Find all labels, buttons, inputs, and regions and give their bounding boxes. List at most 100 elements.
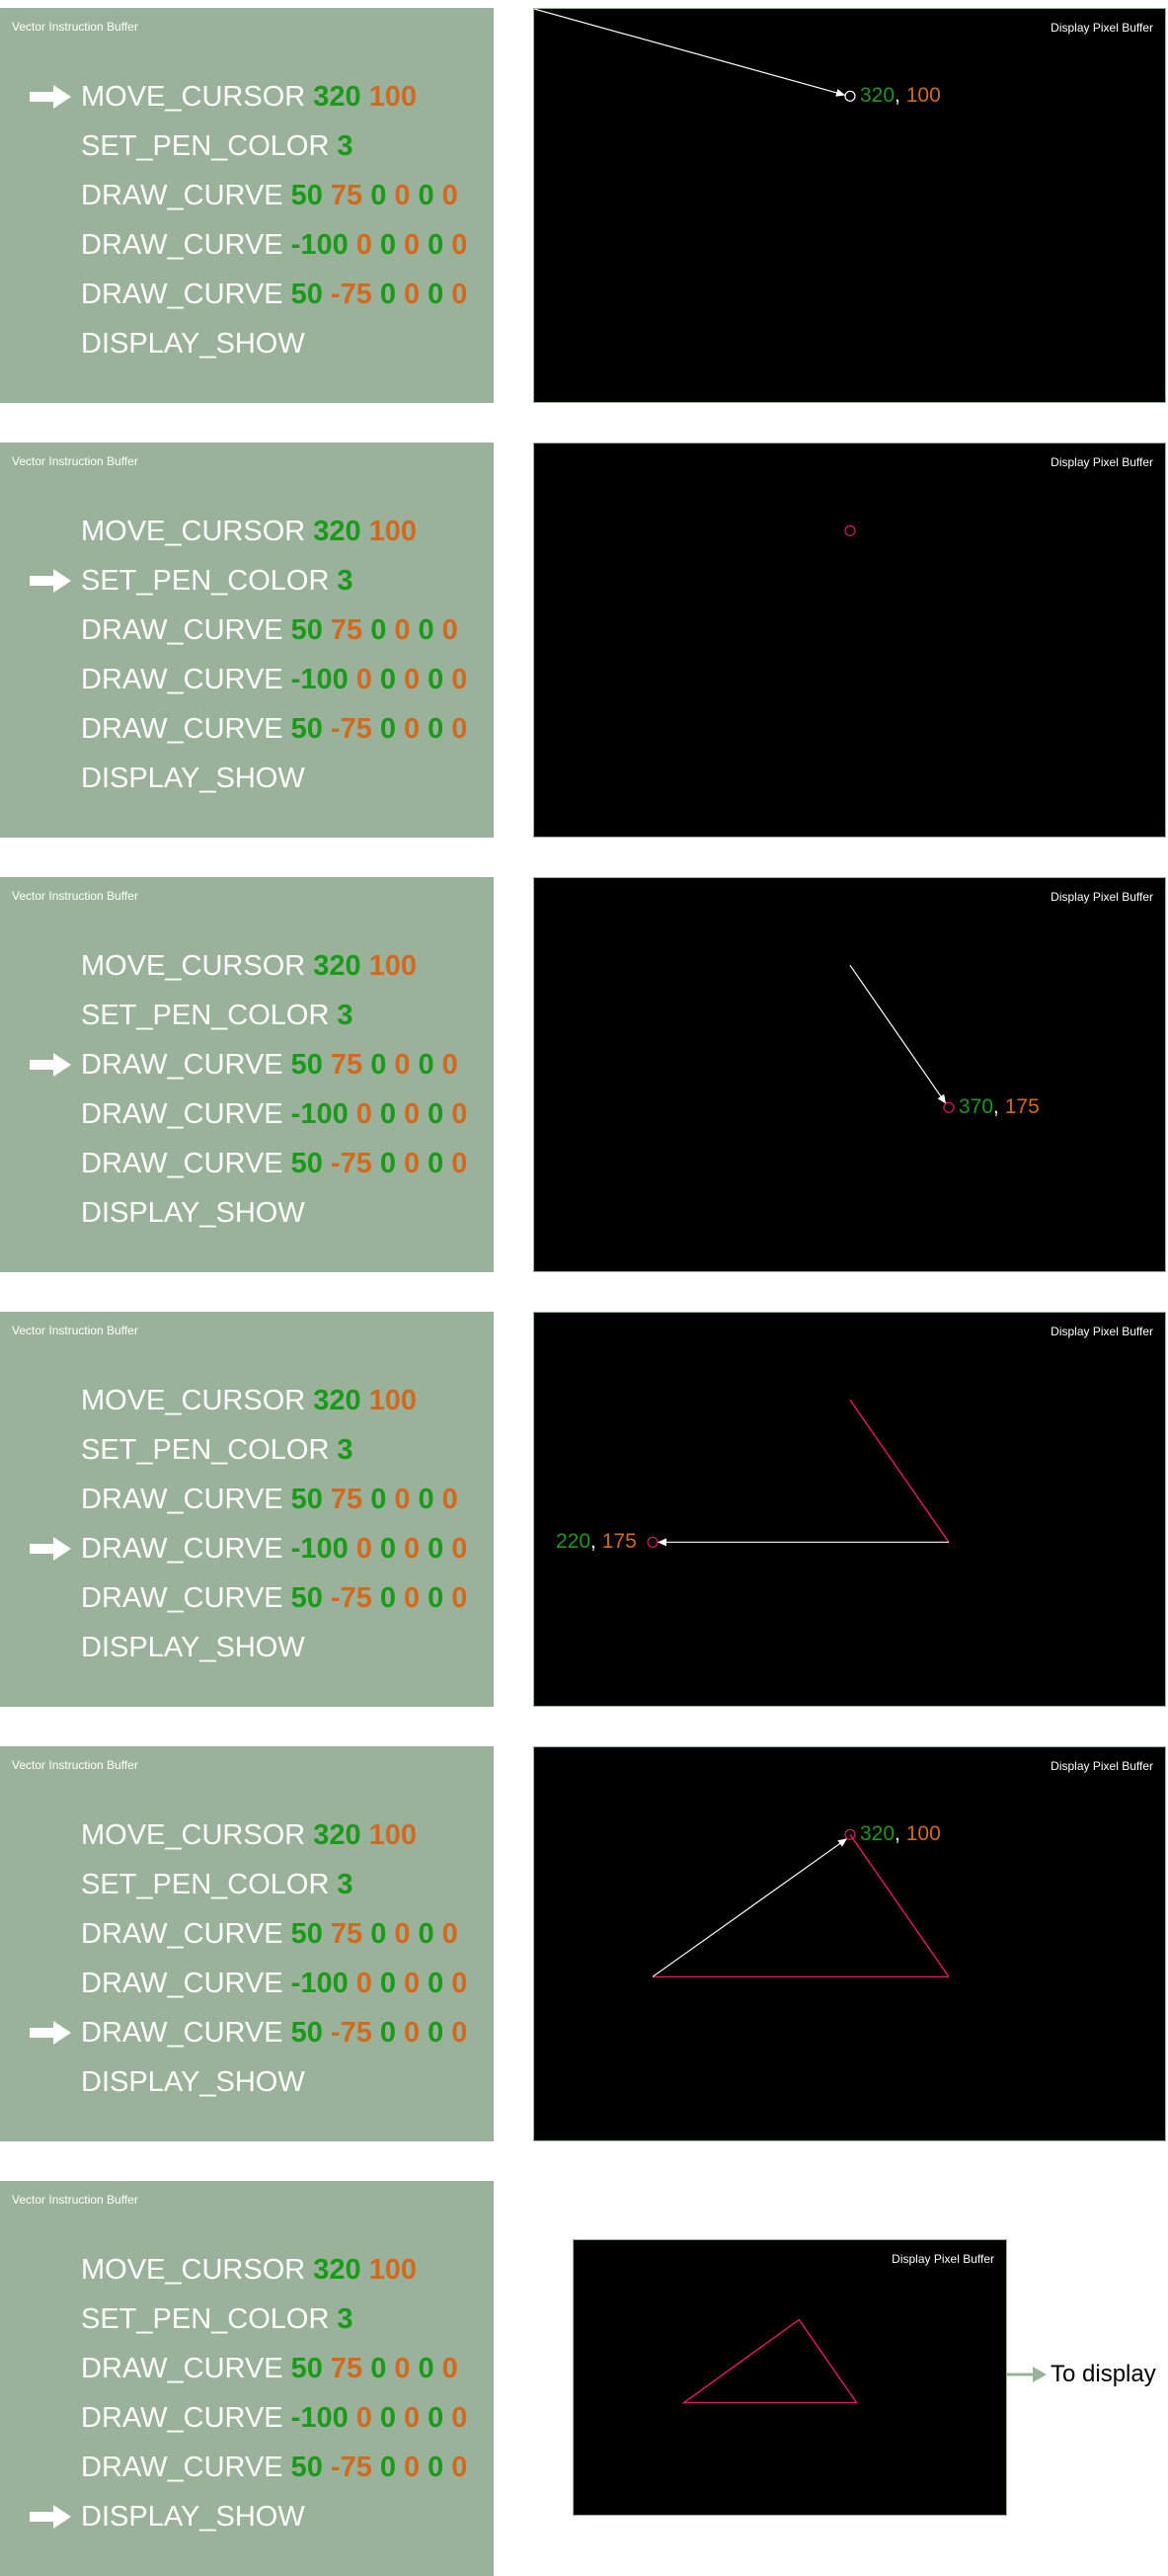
instruction-argument: 0 bbox=[451, 2452, 468, 2483]
panel-title: Vector Instruction Buffer bbox=[12, 889, 138, 903]
instruction-argument: 0 bbox=[379, 664, 396, 695]
instruction-argument: -75 bbox=[330, 2452, 372, 2483]
instruction-argument: 0 bbox=[428, 2017, 444, 2049]
instruction-argument: 100 bbox=[368, 950, 417, 982]
instruction-opcode: DRAW_CURVE bbox=[81, 2353, 283, 2384]
instruction-argument: -100 bbox=[290, 229, 349, 261]
display-pixel-buffer: Display Pixel Buffer bbox=[573, 2239, 1007, 2516]
instruction-argument: 75 bbox=[330, 1049, 363, 1081]
instruction-argument: 0 bbox=[441, 614, 458, 646]
instruction-opcode: SET_PEN_COLOR bbox=[81, 2303, 330, 2335]
cursor-circle-icon bbox=[844, 1828, 856, 1840]
instruction-argument: 320 bbox=[313, 2254, 361, 2286]
instruction-argument: 0 bbox=[441, 1918, 458, 1950]
instruction-opcode: DRAW_CURVE bbox=[81, 1533, 283, 1565]
instruction-argument: 0 bbox=[403, 279, 421, 310]
cursor-circle-icon bbox=[844, 90, 856, 102]
instruction-line: MOVE_CURSOR 320 100 bbox=[81, 946, 417, 986]
instruction-argument: 0 bbox=[451, 2017, 468, 2049]
display-title: Display Pixel Buffer bbox=[1051, 1759, 1153, 1773]
instruction-argument: 0 bbox=[379, 1582, 396, 1614]
instruction-argument: 0 bbox=[379, 1148, 396, 1179]
instruction-argument: 50 bbox=[290, 1049, 323, 1081]
instruction-opcode: DRAW_CURVE bbox=[81, 229, 283, 261]
display-canvas bbox=[849, 964, 955, 1113]
instruction-argument: 0 bbox=[451, 1582, 468, 1614]
instruction-opcode: MOVE_CURSOR bbox=[81, 950, 306, 982]
instruction-argument: 0 bbox=[355, 1968, 372, 1999]
instruction-argument: 0 bbox=[379, 229, 396, 261]
instruction-line: MOVE_CURSOR 320 100 bbox=[81, 77, 417, 117]
instruction-opcode: MOVE_CURSOR bbox=[81, 1385, 306, 1416]
instruction-buffer-panel: Vector Instruction Buffer MOVE_CURSOR 320 1… bbox=[0, 1312, 494, 1707]
instruction-argument: 3 bbox=[337, 2303, 353, 2335]
instruction-argument: 100 bbox=[368, 2254, 417, 2286]
instruction-argument: 0 bbox=[441, 1049, 458, 1081]
instruction-buffer-panel: Vector Instruction Buffer MOVE_CURSOR 320 1… bbox=[0, 443, 494, 838]
display-canvas bbox=[652, 1828, 950, 1978]
instruction-argument: 0 bbox=[451, 1533, 468, 1565]
display-title: Display Pixel Buffer bbox=[1051, 21, 1153, 35]
instruction-argument: 0 bbox=[418, 1049, 434, 1081]
instruction-argument: 0 bbox=[403, 2017, 421, 2049]
instruction-argument: 0 bbox=[428, 279, 444, 310]
instruction-argument: 0 bbox=[394, 614, 411, 646]
instruction-opcode: DRAW_CURVE bbox=[81, 1148, 283, 1179]
instruction-argument: 0 bbox=[403, 664, 421, 695]
instruction-argument: 0 bbox=[403, 1098, 421, 1130]
instruction-argument: 0 bbox=[451, 1098, 468, 1130]
coord-separator: , bbox=[895, 84, 906, 108]
instruction-argument: 0 bbox=[441, 1484, 458, 1515]
instruction-argument: 0 bbox=[379, 1533, 396, 1565]
instruction-argument: 75 bbox=[330, 614, 363, 646]
instruction-argument: 3 bbox=[337, 130, 353, 162]
instruction-line: SET_PEN_COLOR 3 bbox=[81, 561, 353, 601]
instruction-opcode: DISPLAY_SHOW bbox=[81, 2066, 305, 2098]
instruction-argument: 75 bbox=[330, 1484, 363, 1515]
display-title: Display Pixel Buffer bbox=[892, 2252, 994, 2266]
instruction-argument: 320 bbox=[313, 1819, 361, 1851]
to-display-output: To display bbox=[1007, 2361, 1156, 2388]
instruction-opcode: DRAW_CURVE bbox=[81, 2402, 283, 2434]
instruction-argument: 50 bbox=[290, 279, 323, 310]
coord-y: 100 bbox=[905, 1822, 941, 1846]
cursor-coordinate-readout: 370, 175 bbox=[959, 1095, 1040, 1119]
instruction-opcode: SET_PEN_COLOR bbox=[81, 1434, 330, 1466]
instruction-argument: 0 bbox=[451, 2402, 468, 2434]
instruction-opcode: DISPLAY_SHOW bbox=[81, 328, 305, 360]
instruction-line: DRAW_CURVE -100 0 0 0 0 0 bbox=[81, 1529, 467, 1569]
instruction-line: SET_PEN_COLOR 3 bbox=[81, 2299, 353, 2339]
instruction-argument: 0 bbox=[451, 1148, 468, 1179]
panel-title: Vector Instruction Buffer bbox=[12, 1758, 138, 1772]
instruction-argument: 0 bbox=[451, 229, 468, 261]
instruction-line: DISPLAY_SHOW bbox=[81, 324, 305, 363]
drawn-curve bbox=[849, 1833, 950, 1977]
instruction-argument: 0 bbox=[418, 180, 434, 211]
displayed-triangle bbox=[681, 2318, 859, 2404]
cursor-circle-icon bbox=[943, 1101, 955, 1113]
instruction-argument: -100 bbox=[290, 1968, 349, 1999]
display-title: Display Pixel Buffer bbox=[1051, 455, 1153, 469]
instruction-opcode: DRAW_CURVE bbox=[81, 2452, 283, 2483]
cursor-move-arrow bbox=[534, 9, 846, 97]
instruction-line: DRAW_CURVE -100 0 0 0 0 0 bbox=[81, 660, 467, 699]
instruction-opcode: MOVE_CURSOR bbox=[81, 516, 306, 547]
instruction-line: MOVE_CURSOR 320 100 bbox=[81, 1381, 417, 1420]
instruction-argument: 0 bbox=[355, 1533, 372, 1565]
instruction-argument: 320 bbox=[313, 81, 361, 113]
instruction-argument: 0 bbox=[379, 2017, 396, 2049]
instruction-argument: 0 bbox=[370, 180, 387, 211]
instruction-argument: 0 bbox=[370, 614, 387, 646]
panel-title: Vector Instruction Buffer bbox=[12, 1324, 138, 1337]
instruction-argument: 50 bbox=[290, 1148, 323, 1179]
instruction-line: DRAW_CURVE 50 -75 0 0 0 0 bbox=[81, 2013, 467, 2053]
instruction-argument: 0 bbox=[441, 2353, 458, 2384]
instruction-opcode: DRAW_CURVE bbox=[81, 614, 283, 646]
instruction-argument: 100 bbox=[368, 1385, 417, 1416]
instruction-opcode: SET_PEN_COLOR bbox=[81, 1869, 330, 1900]
instruction-line: DRAW_CURVE 50 -75 0 0 0 0 bbox=[81, 2448, 467, 2487]
instruction-line: SET_PEN_COLOR 3 bbox=[81, 1865, 353, 1904]
instruction-opcode: SET_PEN_COLOR bbox=[81, 1000, 330, 1031]
instruction-opcode: MOVE_CURSOR bbox=[81, 81, 306, 113]
instruction-buffer-panel: Vector Instruction Buffer MOVE_CURSOR 320 1… bbox=[0, 2181, 494, 2576]
